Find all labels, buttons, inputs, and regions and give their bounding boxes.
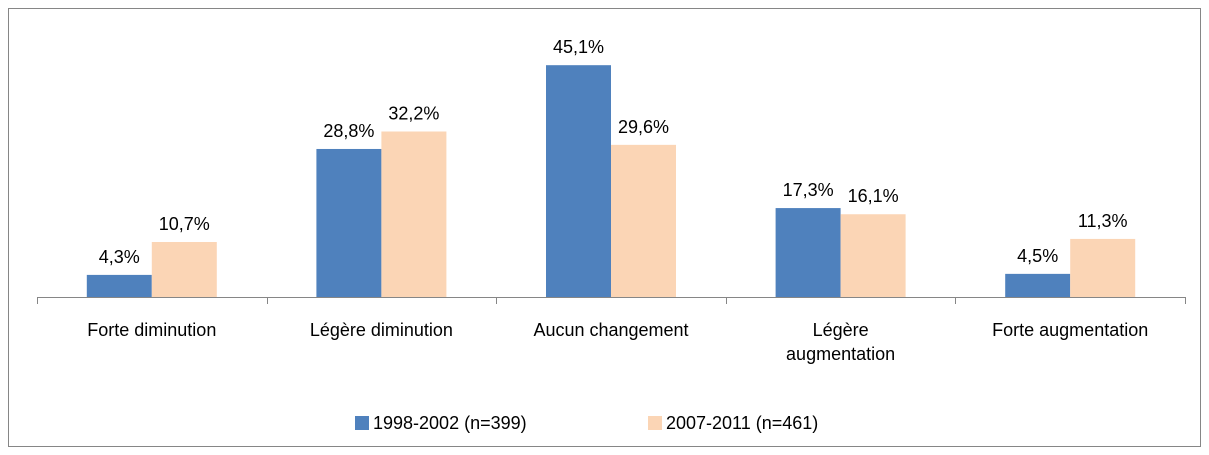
bar bbox=[775, 208, 841, 297]
x-tick-label: Forte augmentation bbox=[992, 320, 1149, 340]
x-tick-label: Aucun changement bbox=[533, 320, 689, 340]
value-label: 16,1% bbox=[848, 186, 899, 206]
value-label: 4,3% bbox=[99, 247, 140, 267]
bar bbox=[1070, 238, 1136, 297]
value-label: 10,7% bbox=[159, 214, 210, 234]
legend-swatch bbox=[355, 416, 369, 430]
value-label: 11,3% bbox=[1078, 211, 1128, 231]
legend-label: 2007-2011 (n=461) bbox=[666, 413, 818, 433]
bar bbox=[611, 144, 676, 297]
bar bbox=[151, 242, 217, 297]
bar bbox=[840, 214, 906, 297]
value-label: 29,6% bbox=[618, 117, 669, 137]
legend-label: 1998-2002 (n=399) bbox=[373, 413, 527, 433]
value-label: 17,3% bbox=[783, 180, 834, 200]
x-tick-label: Forte diminution bbox=[87, 320, 217, 340]
x-tick-label: Légère augmentation bbox=[786, 320, 896, 364]
value-label: 28,8% bbox=[323, 121, 374, 141]
bar bbox=[381, 131, 447, 297]
value-label: 45,1% bbox=[553, 37, 604, 57]
bar bbox=[1005, 273, 1071, 297]
bar bbox=[86, 274, 152, 297]
value-label: 4,5% bbox=[1017, 246, 1058, 266]
x-tick-label: Légère diminution bbox=[309, 320, 453, 340]
value-label: 32,2% bbox=[388, 103, 439, 123]
bar bbox=[546, 65, 611, 297]
legend-swatch bbox=[648, 416, 662, 430]
bar bbox=[316, 148, 382, 297]
